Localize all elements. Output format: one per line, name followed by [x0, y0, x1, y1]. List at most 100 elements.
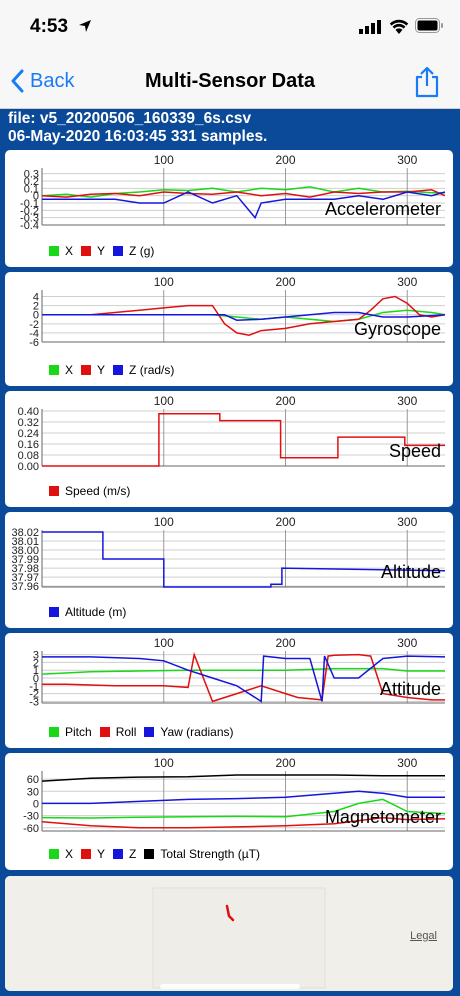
chart-svg: 420-2-4-6 100 200 300 Gyroscope: [29, 275, 446, 349]
series-line-z: [42, 790, 445, 805]
legend-label: Yaw (radians): [160, 725, 234, 739]
y-tick-label: 37.99: [11, 554, 39, 566]
chart-legend: X Y Z (g): [49, 244, 162, 258]
legend-item: Z (rad/s): [113, 363, 174, 377]
chart-legend: X Y Z (rad/s): [49, 363, 182, 377]
magnetometer-panel: 60 30 0 -30 -60 100 200 300 Magnetometer X Y Z Total…: [5, 753, 453, 870]
legend-swatch: [113, 365, 124, 375]
x-tick-label: 300: [397, 153, 417, 167]
share-icon[interactable]: [414, 66, 440, 98]
legend-swatch: [49, 727, 59, 737]
x-tick-label: 300: [397, 515, 417, 529]
status-bar: 4:53: [0, 0, 460, 56]
chart-title: Magnetometer: [325, 807, 441, 827]
y-tick-label: 0.00: [18, 461, 39, 473]
x-tick-label: 200: [275, 515, 295, 529]
y-tick-label: -0.1: [20, 198, 39, 210]
legend-swatch: [49, 849, 59, 859]
legend-swatch: [113, 246, 124, 256]
legend-swatch: [49, 486, 59, 496]
series-line-roll: [42, 651, 445, 703]
speed-panel: 0.40 0.32 0.24 0.16 0.08 0.00 100 200 300 Speed Sp…: [5, 391, 453, 507]
series-line-total-strength-t-: [41, 774, 445, 782]
chart-title: Accelerometer: [325, 199, 441, 219]
y-tick-label: -60: [23, 823, 39, 835]
legend-swatch: [81, 365, 92, 375]
legend-swatch: [113, 849, 124, 859]
legend-item: Yaw (radians): [144, 725, 234, 739]
chart-title: Attitude: [380, 679, 441, 699]
legend-label: Z: [129, 847, 137, 861]
gyroscope-panel: 4 2 0 -2 -4 -6 100 200 300 Gyroscope X Y Z (rad/s): [5, 272, 453, 386]
page-title: Multi-Sensor Data: [144, 70, 316, 92]
legend-label: Y: [97, 363, 106, 377]
legend-item: X: [49, 363, 73, 377]
y-tick-label: -0.4: [20, 220, 39, 232]
legend-label: X: [65, 363, 74, 377]
y-tick-label: 30: [27, 786, 39, 798]
y-tick-label: 37.96: [11, 581, 39, 593]
y-tick-label: 0: [33, 191, 39, 203]
legend-label: Pitch: [65, 725, 92, 739]
y-tick-label: 38.01: [11, 536, 39, 548]
legend-item: Speed (m/s): [49, 484, 130, 498]
chevron-left-icon: [11, 69, 24, 93]
navigation-bar: Back Multi-Sensor Data: [0, 56, 460, 109]
status-time: 4:53: [30, 16, 69, 37]
chart-title: Gyroscope: [354, 319, 441, 339]
wifi-icon: [389, 19, 409, 34]
legend-label: Y: [97, 847, 106, 861]
y-tick-label: 1: [33, 665, 39, 677]
x-tick-label: 300: [397, 756, 417, 770]
series-line-y: [41, 816, 446, 829]
legend-item: X: [49, 244, 73, 258]
series-line-yaw-radians-: [42, 655, 446, 703]
legend-item: Z: [113, 847, 136, 861]
y-tick-label: 37.97: [11, 572, 39, 584]
x-tick-label: 300: [397, 275, 417, 289]
y-tick-label: 0: [33, 673, 39, 685]
x-tick-label: 100: [154, 153, 174, 167]
x-tick-label: 200: [275, 636, 295, 650]
legend-item: X: [49, 847, 73, 861]
x-tick-label: 200: [275, 153, 295, 167]
file-info: file: v5_20200506_160339_6s.csv 06-May-2…: [8, 110, 267, 146]
attitude-panel: 3 2 1 0 -1 -2 -3 100 200 300 Attitude Pitch Roll Yaw …: [5, 633, 453, 748]
y-tick-label: 0.08: [18, 450, 39, 462]
series-line-z-rad-s-: [42, 311, 446, 321]
y-tick-label: -0.3: [20, 213, 39, 225]
y-tick-label: -2: [29, 319, 39, 331]
y-tick-label: 2: [33, 301, 39, 313]
route-map[interactable]: Legal: [5, 876, 453, 991]
y-tick-label: -1: [29, 681, 39, 693]
x-tick-label: 200: [275, 275, 295, 289]
route-path: [225, 904, 235, 922]
y-tick-label: 0: [33, 310, 39, 322]
chart-legend: Pitch Roll Yaw (radians): [49, 725, 242, 739]
location-arrow-icon: [79, 20, 91, 32]
legend-label: Speed (m/s): [65, 484, 131, 498]
series-line-speed-m-s-: [42, 413, 445, 467]
y-tick-label: 0.40: [18, 406, 39, 418]
altitude-panel: 38.02 38.01 38.00 37.99 37.98 37.97 37.96 100 20…: [5, 512, 453, 628]
battery-icon: [415, 18, 443, 33]
legal-link[interactable]: Legal: [410, 930, 437, 942]
legend-item: Roll: [99, 725, 136, 739]
y-tick-label: 0.3: [24, 169, 39, 181]
y-tick-label: -30: [23, 811, 39, 823]
legend-swatch: [49, 246, 59, 256]
y-tick-label: -6: [29, 337, 39, 349]
y-tick-label: 0.24: [18, 428, 39, 440]
legend-label: Z (g): [129, 244, 155, 258]
legend-label: X: [65, 847, 74, 861]
x-tick-label: 100: [154, 394, 174, 408]
series-line-y: [42, 295, 446, 336]
chart-title: Speed: [389, 441, 441, 461]
legend-swatch: [144, 849, 155, 859]
legend-label: Z (rad/s): [129, 363, 175, 377]
legend-swatch: [81, 849, 92, 859]
chart-legend: X Y Z Total Strength (µT): [49, 847, 268, 861]
y-tick-label: 60: [27, 774, 39, 786]
back-button[interactable]: Back: [10, 66, 74, 96]
